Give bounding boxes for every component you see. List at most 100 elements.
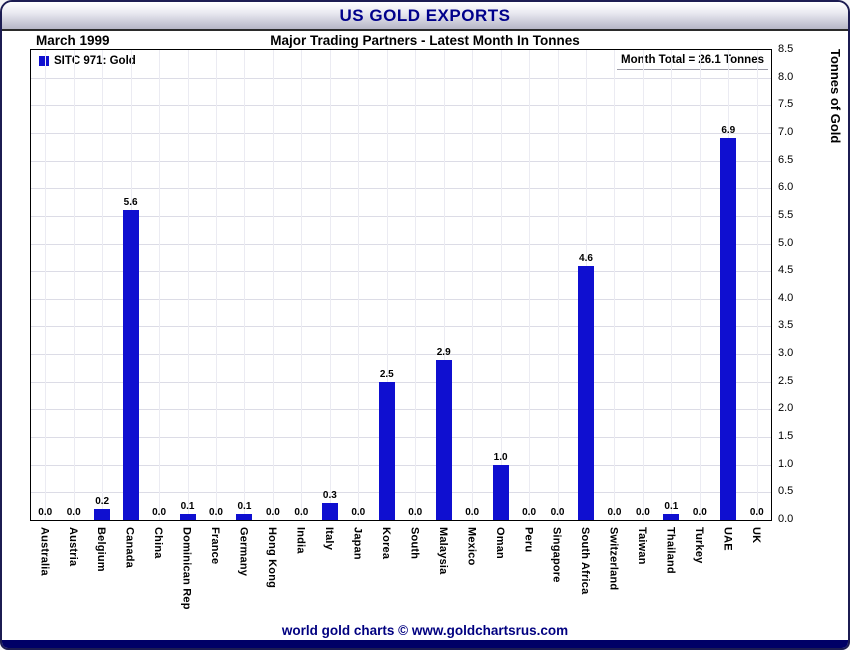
bar-value-label: 0.2	[95, 495, 110, 507]
bar-value-label: 0.0	[465, 507, 480, 518]
v-gridline	[187, 50, 189, 520]
x-tick-slot: Peru	[514, 523, 542, 633]
bar-value-label: 1.0	[493, 451, 508, 463]
v-gridline	[102, 50, 104, 520]
y-tick-label: 6.5	[778, 153, 794, 166]
x-tick-slot: Dominican Rep	[172, 523, 200, 633]
bar-value-label: 0.0	[607, 507, 622, 518]
y-tick-label: 5.0	[778, 236, 794, 249]
h-gridline	[31, 243, 771, 245]
bar-value-label: 0.0	[152, 507, 167, 518]
x-tick-label: Singapore	[550, 527, 563, 583]
y-tick-label: 3.0	[778, 347, 794, 360]
y-tick-label: 1.5	[778, 430, 794, 443]
x-tick-label: Korea	[379, 527, 392, 560]
month-total-label: Month Total = 26.1 Tonnes	[616, 53, 768, 70]
y-tick-label: 4.5	[778, 264, 794, 277]
v-gridline	[500, 50, 502, 520]
bar-value-label: 0.0	[209, 507, 223, 518]
v-gridline	[386, 50, 388, 520]
y-tick-label: 7.5	[778, 98, 794, 111]
x-tick-label: China	[152, 527, 165, 559]
bar-uae	[720, 138, 737, 520]
x-tick-slot: China	[144, 523, 172, 633]
bottom-bar	[2, 640, 848, 648]
v-gridline	[301, 50, 303, 520]
h-gridline	[31, 160, 771, 162]
v-gridline	[159, 50, 161, 520]
bar-south-africa	[578, 265, 594, 520]
bar-thailand	[663, 514, 680, 520]
bar-korea	[378, 381, 395, 520]
v-gridline	[73, 50, 75, 520]
x-tick-slot: Taiwan	[628, 523, 656, 633]
x-tick-slot: Mexico	[457, 523, 485, 633]
y-tick-label: 6.0	[778, 181, 794, 194]
x-tick-label: Austria	[66, 527, 79, 567]
x-tick-label: Oman	[493, 527, 506, 559]
x-tick-slot: Thailand	[656, 523, 684, 633]
bar-value-label: 0.0	[692, 507, 707, 518]
v-gridline	[699, 50, 701, 520]
x-tick-slot: Germany	[229, 523, 257, 633]
y-tick-label: 0.0	[778, 513, 794, 525]
v-gridline	[557, 50, 559, 520]
h-gridline	[31, 298, 771, 300]
v-gridline	[671, 50, 673, 520]
x-tick-slot: UK	[742, 523, 770, 633]
y-tick-label: 3.5	[778, 319, 794, 332]
h-gridline	[31, 492, 771, 494]
y-tick-label: 1.0	[778, 457, 794, 470]
bar-canada	[122, 210, 139, 520]
x-tick-label: UAE	[721, 527, 734, 551]
x-tick-slot: South Africa	[571, 523, 599, 633]
x-tick-label: UK	[750, 527, 762, 544]
x-tick-slot: Japan	[343, 523, 371, 633]
x-tick-label: Malaysia	[436, 527, 449, 575]
bar-value-label: 6.9	[721, 125, 736, 137]
x-tick-slot: Canada	[115, 523, 143, 633]
v-gridline	[415, 50, 417, 520]
h-gridline	[31, 381, 771, 383]
y-tick-label: 5.5	[778, 208, 794, 221]
v-gridline	[756, 50, 758, 520]
plot-area: SITC 971: Gold Month Total = 26.1 Tonnes…	[30, 49, 772, 521]
bar-value-label: 0.0	[265, 507, 280, 518]
y-tick-label: 8.0	[778, 70, 794, 83]
bar-value-label: 0.1	[664, 501, 679, 513]
x-tick-label: Australia	[38, 527, 51, 576]
y-tick-label: 0.5	[778, 485, 794, 498]
h-gridline	[31, 132, 771, 134]
h-gridline	[31, 77, 771, 79]
x-tick-label: Japan	[351, 527, 364, 560]
bar-value-label: 2.9	[436, 346, 451, 358]
bar-value-label: 0.0	[38, 507, 53, 518]
v-gridline	[472, 50, 474, 520]
h-gridline	[31, 437, 771, 439]
x-tick-label: Hong Kong	[266, 527, 279, 589]
footer-credit: world gold charts © www.goldchartsrus.co…	[281, 623, 569, 638]
legend-swatch-icon	[39, 56, 49, 66]
h-gridline	[31, 409, 771, 411]
h-gridline	[31, 215, 771, 217]
chart-subtitle: Major Trading Partners - Latest Month In…	[270, 33, 580, 48]
x-tick-label: Turkey	[693, 527, 706, 564]
x-tick-label: Mexico	[465, 527, 478, 566]
x-tick-slot: Australia	[30, 523, 58, 633]
bar-oman	[492, 464, 509, 520]
y-tick-label: 4.0	[778, 291, 794, 304]
v-gridline	[358, 50, 360, 520]
bar-value-label: 0.0	[550, 507, 565, 518]
v-gridline	[216, 50, 217, 520]
legend-label: SITC 971: Gold	[54, 55, 136, 67]
chart-header: March 1999 Major Trading Partners - Late…	[2, 33, 848, 49]
y-axis: 0.0 0.5 1.0 1.5 2.0 2.5 3.0 3.5 4.0 4.5 5.0 5.5 6.0 6…	[771, 43, 817, 525]
x-tick-slot: Switzerland	[599, 523, 627, 633]
h-gridline	[31, 105, 771, 107]
x-tick-slot: Hong Kong	[258, 523, 286, 633]
x-tick-slot: Austria	[58, 523, 86, 633]
v-gridline	[642, 50, 644, 520]
v-gridline	[272, 50, 274, 520]
bar-value-label: 0.0	[66, 507, 81, 518]
